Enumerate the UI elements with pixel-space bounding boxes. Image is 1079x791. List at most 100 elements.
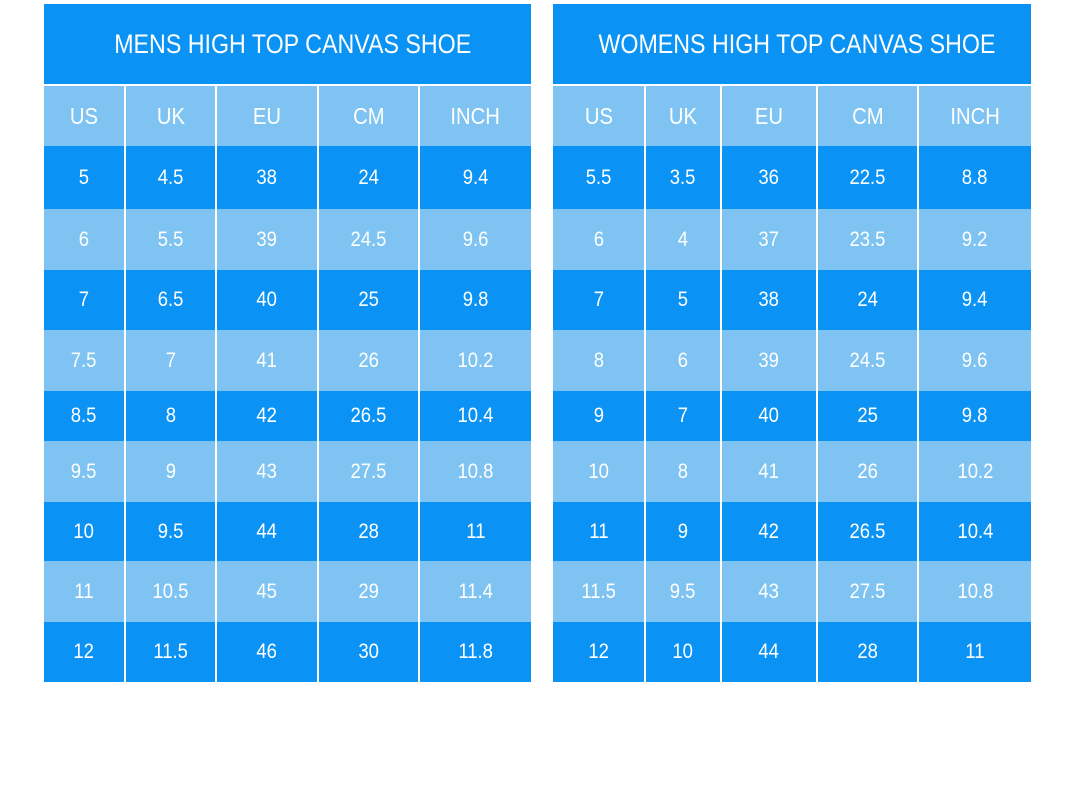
table-cell-text: 7 bbox=[677, 404, 689, 427]
table-cell-text: 6 bbox=[78, 227, 90, 251]
table-cell: 43 bbox=[217, 441, 319, 502]
table-cell-text: 11 bbox=[965, 640, 985, 663]
table-cell-text: 3.5 bbox=[670, 165, 696, 189]
table-cell: 11 bbox=[44, 561, 126, 622]
table-cell-text: 41 bbox=[758, 459, 780, 483]
chart-title: MENS HIGH TOP CANVAS SHOE bbox=[44, 4, 531, 84]
table-cell-text: 9.4 bbox=[462, 165, 489, 189]
column-header: EU bbox=[722, 86, 818, 146]
table-cell-text: 36 bbox=[758, 165, 780, 189]
column-header: US bbox=[553, 86, 646, 146]
column-header-text: UK bbox=[156, 102, 185, 129]
table-cell-text: 26 bbox=[358, 348, 379, 372]
chart-title: WOMENS HIGH TOP CANVAS SHOE bbox=[553, 4, 1031, 84]
table-cell: 42 bbox=[217, 391, 319, 441]
table-cell-text: 9.6 bbox=[962, 348, 988, 372]
table-cell: 10.4 bbox=[420, 391, 531, 441]
table-row: 8.5 8 42 26.5 10.4 bbox=[44, 391, 531, 441]
table-cell: 5 bbox=[646, 270, 722, 330]
table-cell: 26 bbox=[319, 330, 420, 391]
column-header: US bbox=[44, 86, 126, 146]
womens-size-chart: WOMENS HIGH TOP CANVAS SHOE US UK EU CM INCH… bbox=[553, 4, 1031, 682]
table-cell-text: 29 bbox=[358, 579, 379, 603]
table-cell: 8 bbox=[553, 330, 646, 391]
header-row: US UK EU CM INCH bbox=[553, 86, 1031, 146]
table-cell-text: 5 bbox=[677, 288, 689, 311]
table-cell-text: 24.5 bbox=[849, 348, 886, 372]
column-header: EU bbox=[217, 86, 319, 146]
table-cell-text: 9.5 bbox=[157, 519, 184, 543]
table-cell-text: 9.8 bbox=[462, 288, 489, 311]
table-cell: 10.8 bbox=[420, 441, 531, 502]
table-row: 11 9 42 26.5 10.4 bbox=[553, 502, 1031, 561]
table-cell: 38 bbox=[722, 270, 818, 330]
table-cell-text: 10 bbox=[73, 519, 95, 543]
table-cell: 9.4 bbox=[420, 146, 531, 209]
table-cell: 10.4 bbox=[919, 502, 1031, 561]
table-cell-text: 38 bbox=[256, 165, 278, 189]
table-cell-text: 8 bbox=[165, 404, 176, 427]
header-row: US UK EU CM INCH bbox=[44, 86, 531, 146]
table-cell-text: 9.5 bbox=[670, 579, 696, 603]
table-cell: 27.5 bbox=[319, 441, 420, 502]
table-cell-text: 40 bbox=[256, 288, 278, 311]
table-cell-text: 9.8 bbox=[962, 404, 988, 427]
table-cell: 5.5 bbox=[553, 146, 646, 209]
table-cell-text: 9 bbox=[165, 459, 176, 483]
table-cell: 11 bbox=[553, 502, 646, 561]
table-row: 11.5 9.5 43 27.5 10.8 bbox=[553, 561, 1031, 622]
table-cell: 23.5 bbox=[818, 209, 919, 270]
table-cell-text: 43 bbox=[256, 459, 278, 483]
table-row: 5 4.5 38 24 9.4 bbox=[44, 146, 531, 209]
table-cell: 11 bbox=[919, 622, 1031, 682]
mens-size-chart: MENS HIGH TOP CANVAS SHOE US UK EU CM INCH 5… bbox=[44, 4, 531, 682]
table-cell-text: 9 bbox=[593, 404, 604, 427]
table-row: 8 6 39 24.5 9.6 bbox=[553, 330, 1031, 391]
table-cell-text: 8.8 bbox=[962, 165, 988, 189]
table-cell: 12 bbox=[553, 622, 646, 682]
table-cell: 27.5 bbox=[818, 561, 919, 622]
table-cell: 8 bbox=[646, 441, 722, 502]
table-cell-text: 38 bbox=[758, 288, 780, 311]
table-cell-text: 42 bbox=[758, 519, 780, 543]
column-header-text: EU bbox=[252, 102, 282, 129]
table-cell-text: 10 bbox=[588, 459, 609, 483]
table-cell-text: 44 bbox=[256, 519, 278, 543]
table-cell-text: 9.2 bbox=[962, 227, 988, 251]
chart-title-text: MENS HIGH TOP CANVAS SHOE bbox=[114, 28, 472, 59]
table-cell: 46 bbox=[217, 622, 319, 682]
table-cell: 11.4 bbox=[420, 561, 531, 622]
table-cell: 26 bbox=[818, 441, 919, 502]
table-cell-text: 45 bbox=[256, 579, 278, 603]
table-cell-text: 11 bbox=[74, 579, 94, 603]
column-header: UK bbox=[126, 86, 217, 146]
column-header-text: CM bbox=[851, 102, 884, 129]
table-cell: 9.6 bbox=[919, 330, 1031, 391]
table-cell-text: 22.5 bbox=[849, 165, 886, 189]
table-cell-text: 9.4 bbox=[962, 288, 988, 311]
table-cell-text: 11.5 bbox=[581, 579, 616, 603]
table-cell: 40 bbox=[217, 270, 319, 330]
table-cell: 9 bbox=[646, 502, 722, 561]
table-cell-text: 9.6 bbox=[462, 227, 489, 251]
table-cell: 28 bbox=[818, 622, 919, 682]
table-cell-text: 30 bbox=[358, 640, 379, 663]
table-cell: 6 bbox=[44, 209, 126, 270]
table-cell-text: 5.5 bbox=[157, 227, 184, 251]
column-header: CM bbox=[319, 86, 420, 146]
table-cell-text: 23.5 bbox=[849, 227, 886, 251]
table-cell: 45 bbox=[217, 561, 319, 622]
table-cell: 8 bbox=[126, 391, 217, 441]
table-cell: 4 bbox=[646, 209, 722, 270]
table-row: 12 11.5 46 30 11.8 bbox=[44, 622, 531, 682]
table-cell: 44 bbox=[722, 622, 818, 682]
table-cell: 12 bbox=[44, 622, 126, 682]
table-cell-text: 40 bbox=[758, 404, 780, 427]
table-row: 9 7 40 25 9.8 bbox=[553, 391, 1031, 441]
table-row: 9.5 9 43 27.5 10.8 bbox=[44, 441, 531, 502]
table-cell: 42 bbox=[722, 502, 818, 561]
table-row: 7 5 38 24 9.4 bbox=[553, 270, 1031, 330]
table-cell: 7.5 bbox=[44, 330, 126, 391]
table-cell: 8.8 bbox=[919, 146, 1031, 209]
column-header-text: INCH bbox=[950, 102, 1000, 129]
